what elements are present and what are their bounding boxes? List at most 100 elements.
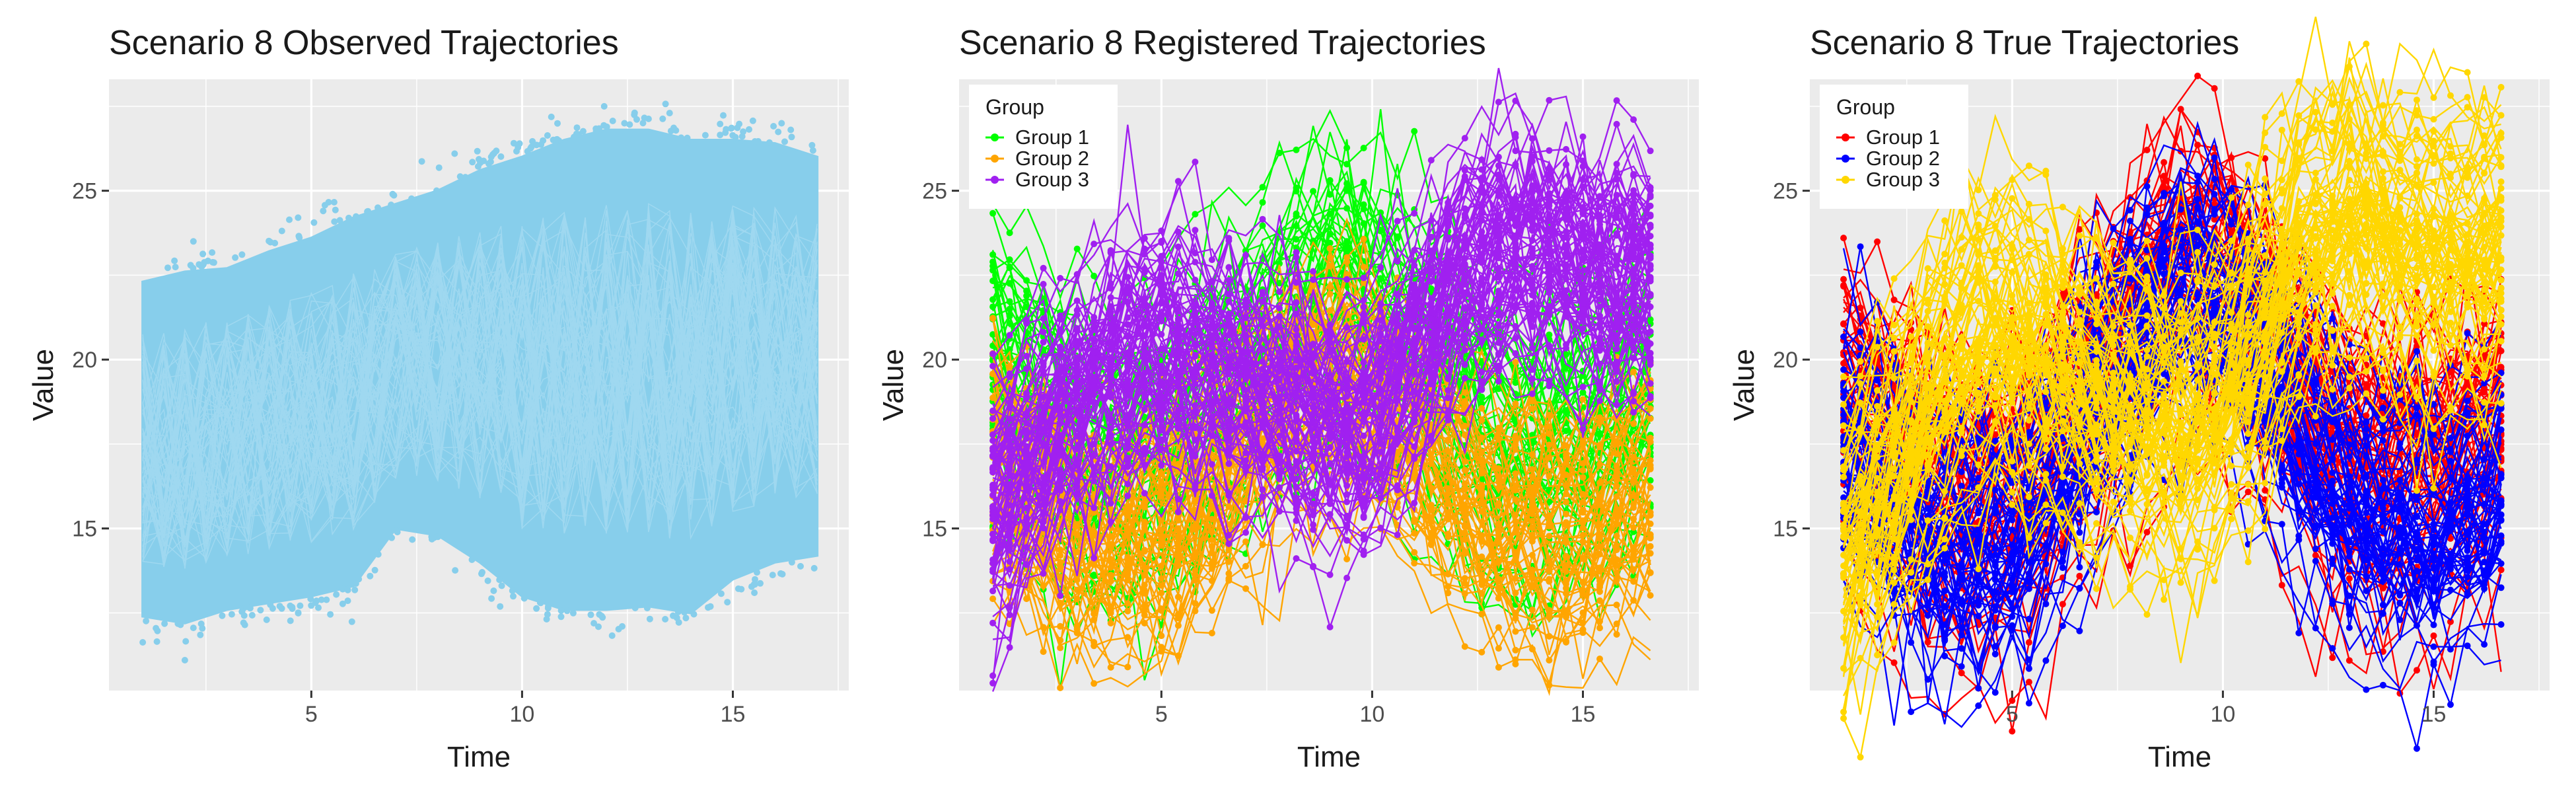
data-point	[1840, 283, 1847, 290]
data-point	[1073, 271, 1081, 278]
data-point	[1040, 370, 1047, 377]
data-point	[752, 576, 758, 583]
data-point	[989, 303, 997, 311]
trajectory-line	[991, 215, 1651, 570]
data-point	[1073, 340, 1081, 348]
data-point	[670, 612, 676, 619]
data-point	[569, 609, 577, 617]
data-point	[1613, 378, 1620, 385]
data-point	[1006, 373, 1013, 381]
data-point	[1259, 358, 1266, 365]
data-point	[1310, 281, 1317, 288]
data-point	[1360, 531, 1367, 539]
data-point	[1394, 438, 1401, 445]
data-point	[1326, 283, 1334, 291]
y-tick-label: 25	[922, 179, 947, 204]
data-point	[1579, 524, 1587, 531]
data-point	[1461, 480, 1468, 487]
data-point	[1546, 170, 1553, 178]
data-point	[1579, 467, 1587, 474]
data-point	[1174, 270, 1182, 278]
data-point	[1630, 398, 1637, 405]
data-point	[1377, 275, 1384, 282]
data-point	[1563, 568, 1569, 575]
series-3	[989, 67, 1654, 692]
data-point	[554, 120, 561, 127]
data-point	[1343, 435, 1351, 442]
data-point	[1293, 248, 1300, 256]
data-point	[1242, 387, 1249, 394]
data-point	[1006, 437, 1013, 445]
data-point	[1411, 356, 1418, 363]
data-point	[497, 153, 505, 160]
data-point	[989, 445, 997, 452]
data-point	[388, 202, 395, 208]
data-point	[336, 217, 343, 224]
data-point	[1276, 348, 1283, 356]
data-point	[1276, 406, 1283, 413]
data-point	[1242, 313, 1249, 321]
data-point	[538, 141, 545, 148]
data-point	[1478, 400, 1485, 407]
data-point	[1546, 273, 1553, 280]
data-point	[1579, 555, 1587, 562]
data-point	[1073, 491, 1081, 498]
data-point	[1326, 497, 1334, 504]
data-point	[1124, 391, 1131, 398]
data-point	[1647, 509, 1654, 516]
data-point	[1445, 436, 1452, 443]
data-point	[1360, 384, 1367, 391]
data-point	[1579, 586, 1587, 593]
data-point	[1528, 451, 1536, 458]
data-point	[1512, 285, 1519, 293]
data-point	[1141, 422, 1148, 429]
data-point	[2211, 85, 2218, 92]
data-point	[1512, 379, 1519, 386]
data-point	[1579, 307, 1587, 314]
data-point	[1141, 490, 1148, 497]
data-point	[1512, 275, 1519, 282]
data-point	[1293, 254, 1300, 261]
data-point	[1563, 192, 1569, 199]
data-point	[1528, 173, 1536, 180]
data-point	[1647, 184, 1654, 191]
data-point	[1512, 511, 1519, 519]
data-point	[1394, 364, 1401, 371]
data-point	[1630, 246, 1637, 254]
data-point	[257, 607, 264, 614]
data-point	[1563, 341, 1569, 348]
data-point	[989, 315, 997, 322]
data-point	[1107, 249, 1114, 256]
data-point	[1293, 555, 1300, 562]
data-point	[1057, 387, 1064, 394]
data-point	[1495, 473, 1502, 480]
data-point	[1225, 315, 1233, 322]
data-point	[1124, 289, 1131, 297]
data-point	[1613, 192, 1620, 199]
data-point	[1073, 576, 1081, 584]
data-point	[1276, 472, 1283, 479]
data-point	[1158, 331, 1165, 338]
data-point	[571, 133, 577, 141]
data-point	[1192, 309, 1199, 316]
data-point-min	[181, 657, 188, 664]
data-point	[479, 569, 485, 576]
data-point	[469, 159, 476, 166]
data-point	[1478, 500, 1485, 507]
data-point	[1528, 517, 1536, 525]
data-point	[1377, 324, 1384, 331]
data-point	[1208, 332, 1215, 339]
data-point	[1630, 355, 1637, 362]
data-point	[2143, 147, 2151, 153]
trajectory-line	[142, 225, 818, 542]
data-point	[1461, 366, 1468, 373]
data-point	[1192, 330, 1199, 338]
legend-item-2: Group 2	[985, 147, 1089, 170]
data-point	[394, 529, 401, 536]
data-point	[1377, 494, 1384, 502]
data-point	[1259, 457, 1266, 464]
data-point	[1158, 470, 1165, 477]
data-point	[1528, 552, 1536, 558]
data-point	[1579, 183, 1587, 190]
data-point	[1478, 611, 1485, 618]
